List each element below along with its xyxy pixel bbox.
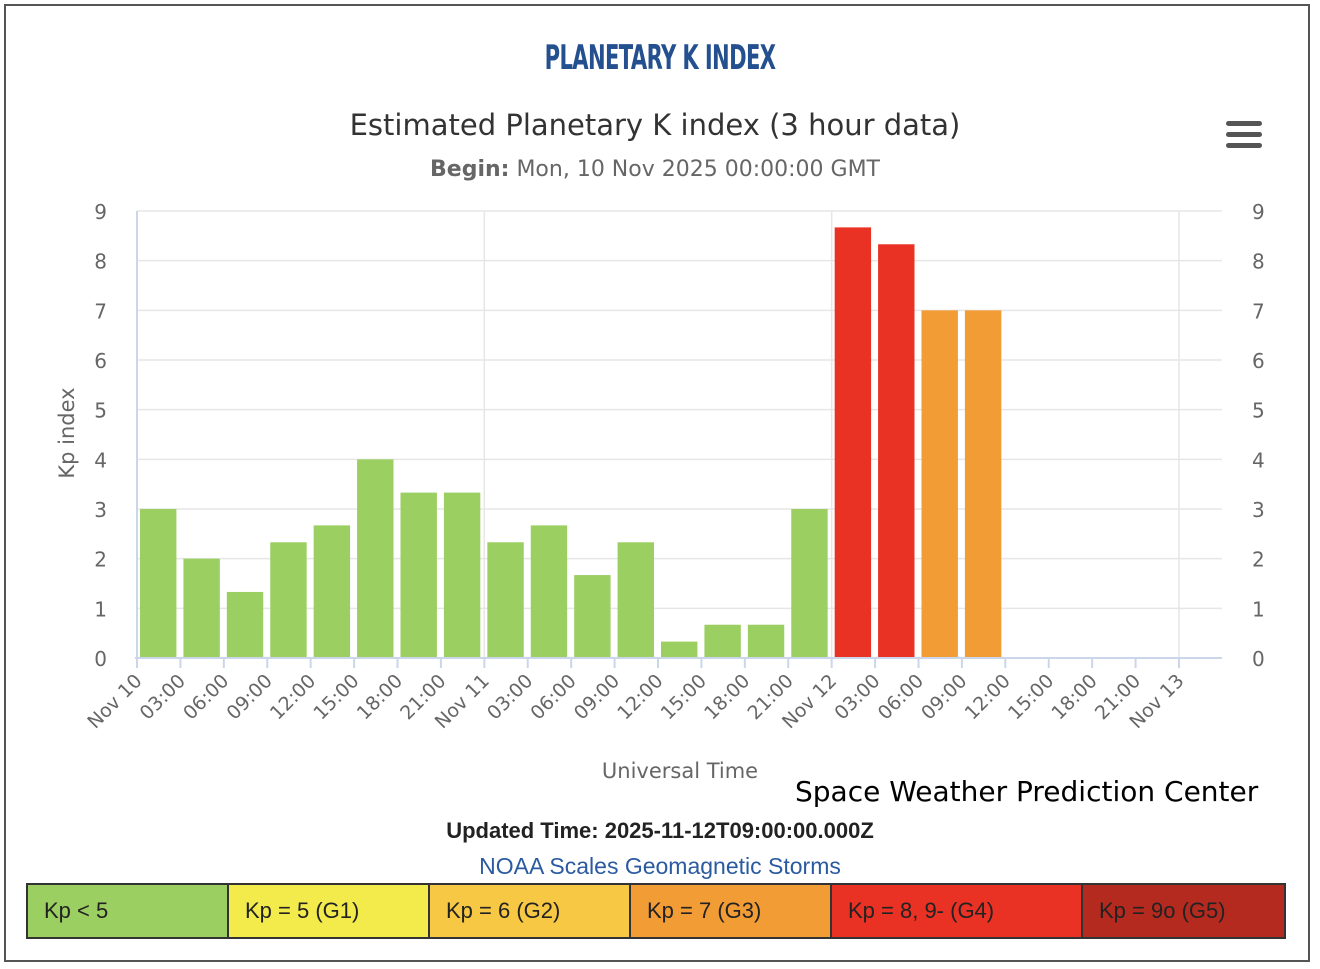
kp-bar[interactable]	[878, 244, 915, 658]
x-tick-label: 18:00	[700, 670, 754, 724]
x-tick-label: 09:00	[570, 670, 624, 724]
chart-title: Estimated Planetary K index (3 hour data…	[350, 108, 961, 142]
kp-bar[interactable]	[921, 310, 958, 658]
kp-bar[interactable]	[313, 525, 351, 658]
y-tick-label-right: 4	[1252, 448, 1265, 472]
kp-bar[interactable]	[834, 227, 872, 658]
kp-bar[interactable]	[661, 641, 698, 658]
x-tick-label: Nov 10	[83, 670, 146, 733]
y-tick-label-right: 9	[1252, 200, 1265, 224]
y-tick-label-left: 5	[94, 399, 107, 423]
x-tick-label: 06:00	[526, 670, 580, 724]
chart-frame	[4, 4, 1310, 962]
x-tick-label: 03:00	[830, 670, 884, 724]
x-tick-label: 18:00	[1047, 670, 1101, 724]
subtitle-value: Mon, 10 Nov 2025 00:00:00 GMT	[516, 157, 880, 182]
legend-cell: Kp = 7 (G3)	[631, 885, 832, 937]
y-tick-label-left: 4	[94, 448, 107, 472]
kp-bar[interactable]	[530, 525, 568, 658]
y-tick-label-left: 2	[94, 548, 107, 572]
y-tick-label-left: 3	[94, 498, 107, 522]
x-tick-label: 03:00	[483, 670, 537, 724]
y-tick-label-right: 1	[1252, 597, 1265, 621]
y-tick-label-right: 8	[1252, 250, 1265, 274]
x-tick-label: 15:00	[657, 670, 711, 724]
legend-cell: Kp = 6 (G2)	[430, 885, 631, 937]
kp-bar[interactable]	[747, 624, 785, 658]
updated-time: Updated Time: 2025-11-12T09:00:00.000Z	[0, 818, 1320, 844]
kp-bar[interactable]	[487, 542, 524, 658]
y-axis-label: Kp index	[55, 387, 79, 478]
y-tick-label-left: 0	[94, 647, 107, 671]
x-tick-label: 12:00	[961, 670, 1015, 724]
x-axis-label: Universal Time	[602, 759, 758, 783]
kp-bar[interactable]	[140, 509, 177, 658]
x-tick-label: 06:00	[874, 670, 928, 724]
updated-value: 2025-11-12T09:00:00.000Z	[604, 818, 874, 843]
hamburger-menu-icon[interactable]	[1226, 121, 1262, 149]
legend-cell: Kp < 5	[28, 885, 229, 937]
x-tick-label: 03:00	[136, 670, 190, 724]
x-tick-label: 09:00	[223, 670, 277, 724]
banner-title: PLANETARY K INDEX	[544, 38, 776, 78]
kp-bar[interactable]	[400, 492, 437, 658]
kp-bar[interactable]	[183, 558, 220, 658]
y-tick-label-left: 8	[94, 250, 107, 274]
x-tick-label: 15:00	[1004, 670, 1058, 724]
x-tick-label: 06:00	[179, 670, 233, 724]
y-tick-label-right: 0	[1252, 647, 1265, 671]
kp-bar[interactable]	[443, 492, 481, 658]
kp-bar[interactable]	[270, 542, 307, 658]
kp-bar[interactable]	[357, 459, 394, 658]
legend-cell: Kp = 5 (G1)	[229, 885, 430, 937]
kp-bar[interactable]	[617, 542, 654, 658]
subtitle-label: Begin:	[430, 157, 509, 182]
updated-label: Updated Time:	[446, 818, 599, 843]
x-tick-label: 12:00	[266, 670, 320, 724]
kp-bar[interactable]	[964, 310, 1002, 658]
y-tick-label-left: 9	[94, 200, 107, 224]
legend-cell: Kp = 9o (G5)	[1083, 885, 1284, 937]
bars	[140, 227, 1002, 658]
credit-text: Space Weather Prediction Center	[795, 775, 1259, 808]
noaa-scales-link[interactable]: NOAA Scales Geomagnetic Storms	[479, 853, 841, 879]
x-tick-label: 18:00	[353, 670, 407, 724]
x-tick-label: 15:00	[309, 670, 363, 724]
kp-bar[interactable]	[704, 624, 741, 658]
chart-subtitle: Begin: Mon, 10 Nov 2025 00:00:00 GMT	[430, 157, 881, 182]
x-tick-label: 12:00	[613, 670, 667, 724]
y-tick-label-left: 7	[94, 299, 107, 323]
y-tick-label-right: 2	[1252, 548, 1265, 572]
y-tick-label-right: 5	[1252, 399, 1265, 423]
y-tick-label-right: 6	[1252, 349, 1265, 373]
y-tick-label-left: 6	[94, 349, 107, 373]
y-tick-label-right: 3	[1252, 498, 1265, 522]
kp-bar[interactable]	[574, 575, 611, 658]
kp-bar[interactable]	[791, 509, 828, 658]
kp-bar[interactable]	[226, 591, 264, 658]
legend-cell: Kp = 8, 9- (G4)	[832, 885, 1083, 937]
y-tick-label-left: 1	[94, 597, 107, 621]
y-tick-label-right: 7	[1252, 299, 1265, 323]
kp-color-legend: Kp < 5 Kp = 5 (G1) Kp = 6 (G2) Kp = 7 (G3) K…	[26, 883, 1286, 939]
x-tick-label: 09:00	[917, 670, 971, 724]
